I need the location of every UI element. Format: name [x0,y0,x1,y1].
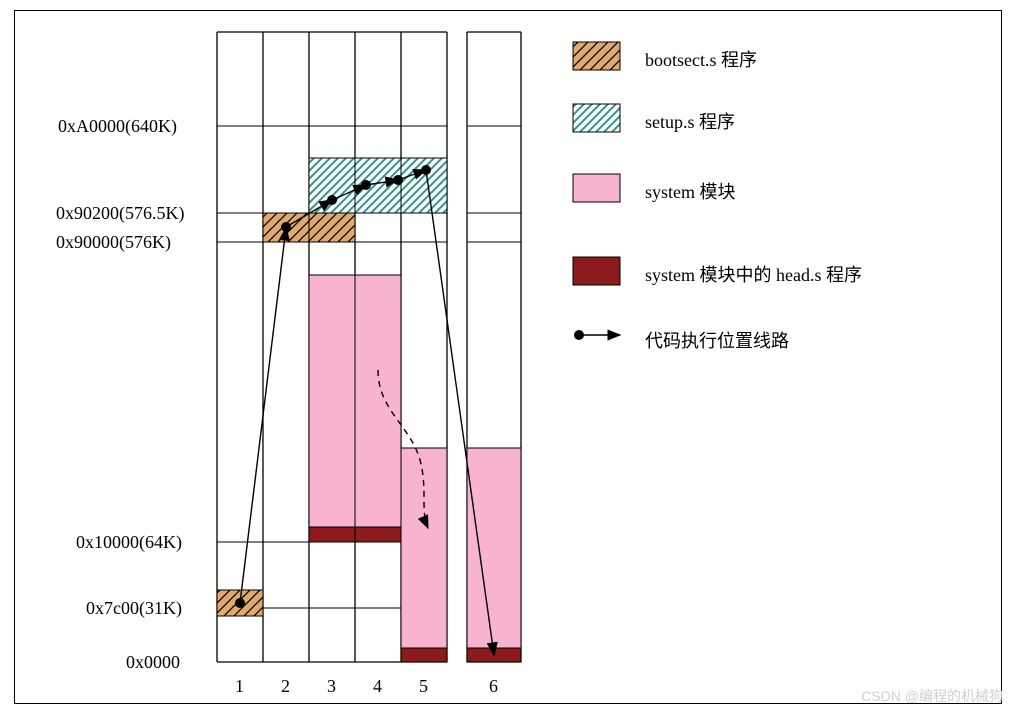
column-label: 4 [373,676,382,697]
memory-address-label: 0x90200(576.5K) [56,203,185,224]
column-label: 5 [419,676,428,697]
column-label: 1 [235,676,244,697]
legend-label: bootsect.s 程序 [645,46,757,72]
memory-address-label: 0x90000(576K) [56,232,171,253]
memory-address-label: 0x7c00(31K) [86,598,182,619]
column-label: 2 [281,676,290,697]
column-label: 3 [327,676,336,697]
watermark: CSDN @编程的机械狗 [861,686,1003,706]
legend-label: 代码执行位置线路 [645,327,789,353]
column-label: 6 [489,676,498,697]
memory-address-label: 0x10000(64K) [76,532,182,553]
legend-label: setup.s 程序 [645,108,735,134]
memory-address-label: 0x0000 [126,652,180,673]
memory-address-label: 0xA0000(640K) [58,116,177,137]
legend-label: system 模块 [645,178,736,204]
legend-label: system 模块中的 head.s 程序 [645,261,862,287]
